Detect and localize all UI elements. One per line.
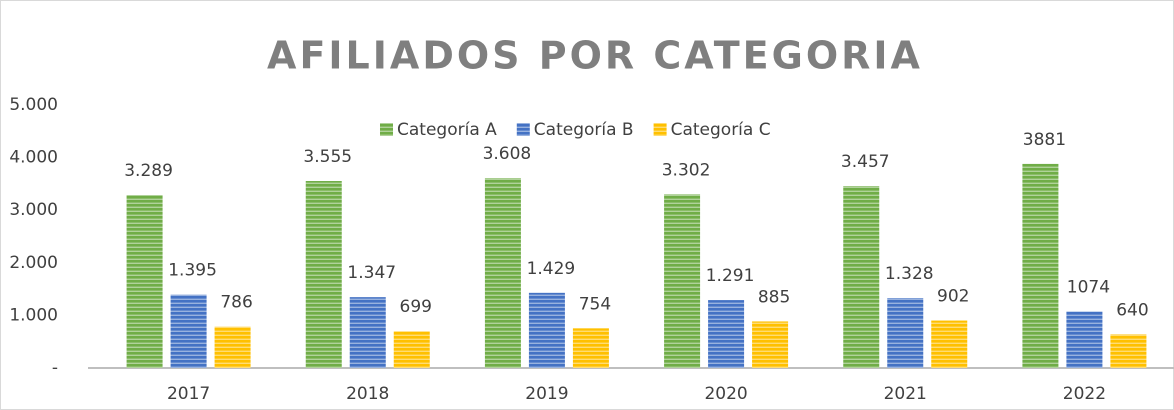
data-label: 3.457	[841, 152, 890, 172]
data-label: 3.289	[124, 161, 173, 181]
bar	[484, 178, 521, 368]
bar	[393, 331, 430, 368]
legend-item: Categoría B	[516, 120, 634, 140]
y-tick-label: 4.000	[9, 148, 58, 168]
data-label: 1.347	[347, 263, 396, 283]
legend-swatch	[653, 123, 667, 136]
y-tick-label: 2.000	[9, 253, 58, 273]
bar	[708, 300, 745, 368]
data-label: 1.429	[527, 259, 576, 279]
data-label: 3.555	[303, 147, 352, 167]
data-label: 3.608	[483, 144, 532, 164]
y-tick-label: -	[52, 358, 58, 378]
data-label: 3881	[1023, 130, 1066, 150]
bar	[349, 297, 386, 368]
legend-swatch	[516, 123, 530, 136]
bar	[170, 294, 207, 368]
x-tick-label: 2018	[346, 384, 389, 404]
y-tick-label: 1.000	[9, 305, 58, 325]
bar	[887, 298, 924, 368]
bar	[572, 328, 609, 368]
data-label: 902	[937, 287, 969, 307]
data-label: 3.302	[662, 160, 711, 180]
legend-item: Categoría C	[653, 120, 771, 140]
x-tick-label: 2021	[884, 384, 927, 404]
y-tick-label: 5.000	[9, 95, 58, 115]
bar	[1110, 334, 1147, 368]
data-label: 1.328	[885, 264, 934, 284]
data-label: 754	[579, 294, 611, 314]
data-label: 786	[220, 293, 252, 313]
bar	[843, 186, 880, 368]
x-tick-label: 2017	[167, 384, 210, 404]
chart-title: AFILIADOS POR CATEGORIA	[267, 34, 923, 78]
bar	[214, 326, 251, 368]
data-label: 1.395	[168, 261, 217, 281]
y-tick-label: 3.000	[9, 200, 58, 220]
x-tick-label: 2020	[704, 384, 747, 404]
bar	[1022, 163, 1059, 368]
legend-swatch	[380, 123, 393, 136]
legend-label: Categoría B	[534, 120, 634, 140]
data-label: 699	[400, 297, 432, 317]
x-tick-label: 2019	[525, 384, 568, 404]
bar	[126, 194, 163, 368]
bar	[752, 321, 789, 368]
data-label: 1074	[1067, 278, 1110, 298]
bar	[664, 194, 701, 368]
bar	[528, 292, 565, 368]
data-label: 885	[758, 287, 790, 307]
legend-item: Categoría A	[380, 120, 497, 140]
data-label: 1.291	[706, 266, 755, 286]
bar	[1066, 311, 1103, 368]
bar	[931, 320, 968, 368]
bar	[305, 181, 342, 368]
x-tick-label: 2022	[1063, 384, 1106, 404]
legend-label: Categoría C	[671, 120, 771, 140]
data-label: 640	[1116, 300, 1148, 320]
legend-label: Categoría A	[397, 120, 497, 140]
